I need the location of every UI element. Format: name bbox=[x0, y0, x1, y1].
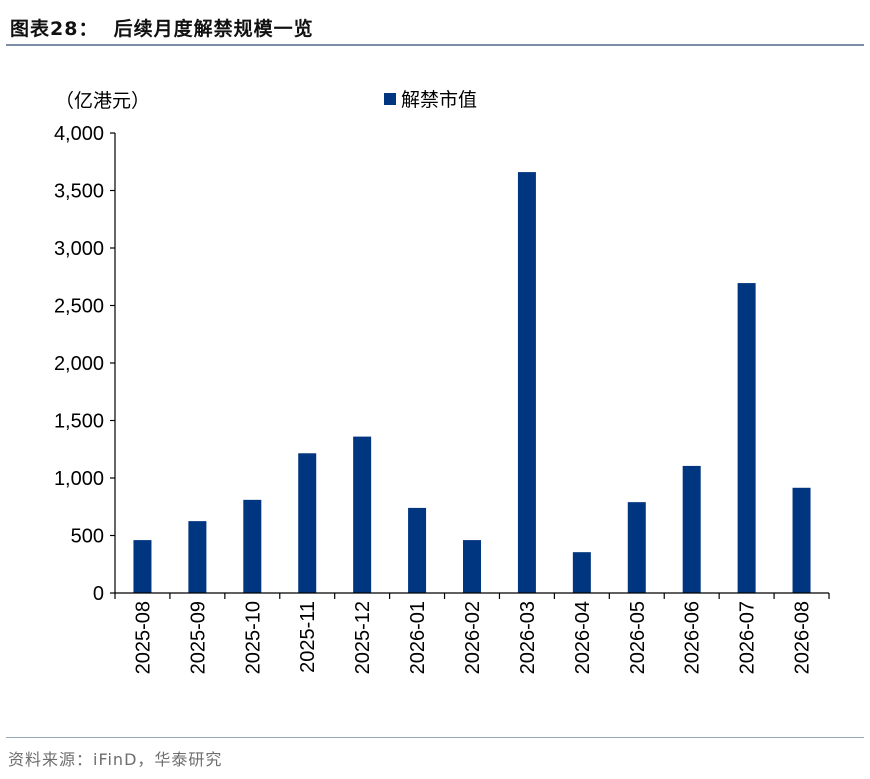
source-note: 资料来源：iFinD，华泰研究 bbox=[8, 750, 223, 769]
x-tick-label: 2026-05 bbox=[627, 601, 649, 674]
x-tick-label: 2026-07 bbox=[737, 601, 759, 674]
bar bbox=[572, 552, 591, 593]
x-tick-label: 2025-08 bbox=[132, 601, 154, 674]
bar bbox=[408, 507, 427, 593]
x-tick-label: 2026-03 bbox=[517, 601, 539, 674]
bar bbox=[737, 283, 756, 593]
x-tick-label: 2026-02 bbox=[462, 601, 484, 674]
y-tick-label: 500 bbox=[71, 526, 104, 548]
footer-divider bbox=[6, 737, 864, 738]
x-tick-label: 2026-08 bbox=[792, 601, 814, 674]
x-tick-label: 2026-01 bbox=[407, 601, 429, 674]
x-tick-label: 2025-10 bbox=[242, 601, 264, 674]
legend: 解禁市值 bbox=[384, 89, 477, 111]
y-tick-label: 2,000 bbox=[54, 353, 104, 375]
bar bbox=[627, 502, 646, 593]
bar bbox=[133, 540, 152, 593]
bar bbox=[298, 453, 317, 593]
bar bbox=[517, 172, 536, 593]
bar bbox=[353, 436, 372, 593]
y-tick-label: 4,000 bbox=[54, 123, 104, 145]
x-tick-label: 2025-11 bbox=[297, 601, 319, 673]
bar bbox=[792, 487, 811, 593]
bar bbox=[243, 499, 262, 593]
bar bbox=[188, 521, 207, 593]
y-tick-label: 1,500 bbox=[54, 411, 104, 433]
x-axis: 2025-08 2025-09 2025-10 2025-11 2025-12 2026-… bbox=[114, 592, 830, 674]
bar bbox=[682, 465, 701, 593]
y-tick-label: 2,500 bbox=[54, 296, 104, 318]
x-tick-label: 2025-12 bbox=[352, 601, 374, 674]
legend-label: 解禁市值 bbox=[401, 89, 477, 111]
x-tick-label: 2025-09 bbox=[187, 601, 209, 674]
unit-label: （亿港元） bbox=[55, 90, 150, 112]
x-tick-label: 2026-06 bbox=[682, 601, 704, 674]
x-tick-label: 2026-04 bbox=[572, 601, 594, 674]
bars bbox=[133, 172, 811, 593]
chart-title: 图表28： 后续月度解禁规模一览 bbox=[10, 18, 314, 40]
bar bbox=[463, 540, 481, 593]
y-tick-label: 0 bbox=[93, 583, 104, 605]
chart-header: 图表28： 后续月度解禁规模一览 bbox=[6, 6, 864, 46]
y-tick-label: 1,000 bbox=[54, 468, 104, 490]
legend-swatch bbox=[384, 93, 396, 105]
y-tick-label: 3,500 bbox=[54, 181, 104, 203]
y-tick-label: 3,000 bbox=[54, 238, 104, 260]
y-axis: 0 500 1,000 1,500 2,000 2,500 3,000 3,500 4,000 bbox=[54, 123, 116, 605]
